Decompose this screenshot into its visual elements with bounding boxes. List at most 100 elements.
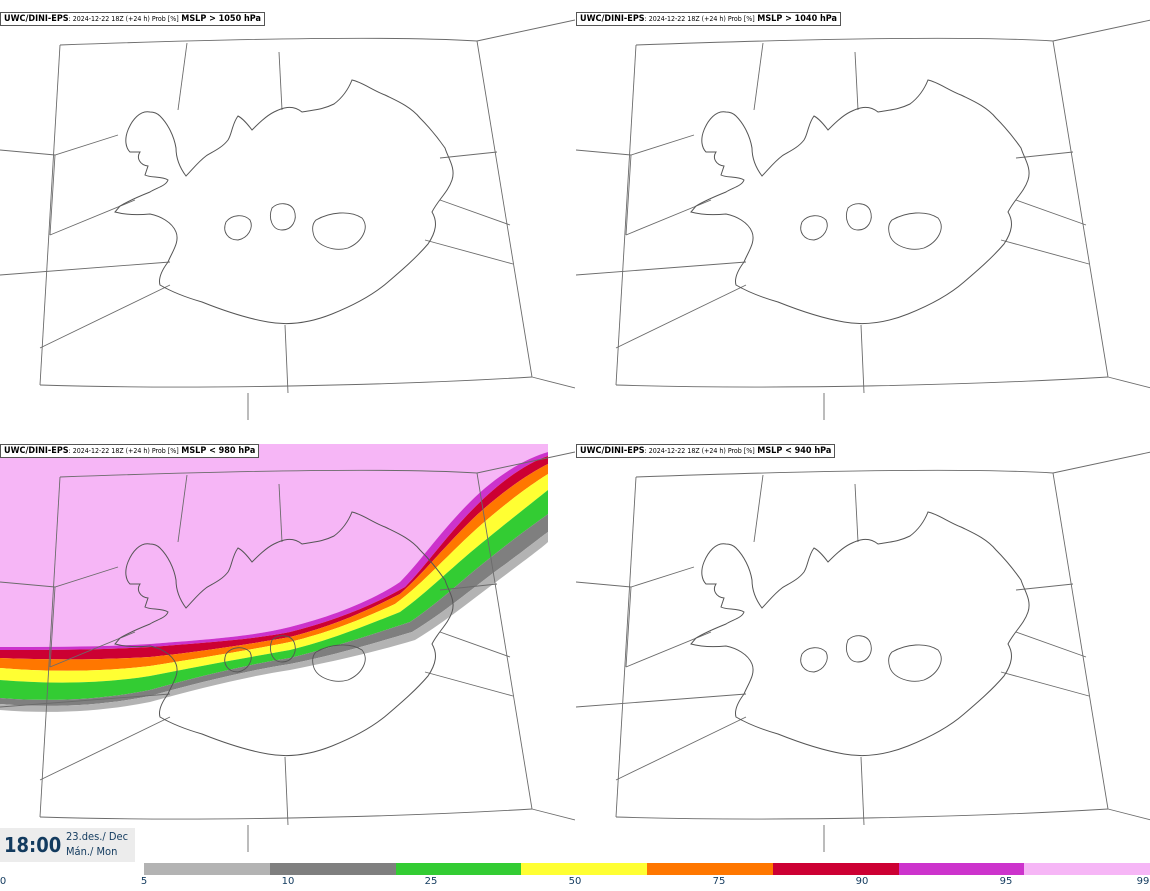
boundary-line	[476, 40, 533, 378]
map-canvas	[0, 444, 575, 852]
prob-band-50	[0, 474, 548, 683]
colorbar-tick-label: 10	[281, 876, 295, 887]
threshold-condition: MSLP > 1050 hPa	[181, 14, 261, 24]
colorbar-segment-1	[269, 863, 396, 875]
boundary-line	[1052, 19, 1150, 42]
colorbar-segment-6	[898, 863, 1025, 875]
map-panel-mslp-lt-940: UWC/DINI-EPS: 2024-12-22 18Z (+24 h) Pro…	[576, 432, 1150, 862]
boundary-line	[1107, 376, 1150, 389]
panel-title: UWC/DINI-EPS: 2024-12-22 18Z (+24 h) Pro…	[0, 12, 265, 26]
boundary-line	[531, 376, 575, 389]
forecast-meta: : 2024-12-22 18Z (+24 h) Prob [%]	[644, 447, 755, 455]
glacier-outline	[270, 203, 296, 231]
probability-colorbar	[144, 863, 1150, 875]
map-canvas	[576, 451, 1150, 852]
iceland-coastline	[114, 511, 454, 757]
prob-band-5	[0, 532, 548, 712]
map-canvas	[0, 19, 575, 420]
boundary-line	[39, 284, 171, 349]
iceland-coastline	[114, 79, 454, 325]
boundary-line	[1052, 472, 1109, 810]
panel-title: UWC/DINI-EPS: 2024-12-22 18Z (+24 h) Pro…	[576, 12, 841, 26]
glacier-outline	[800, 647, 828, 673]
boundary-line	[39, 44, 61, 386]
boundary-line	[576, 261, 747, 276]
colorbar-tick-label: 25	[424, 876, 438, 887]
boundary-line	[59, 469, 478, 478]
boundary-line	[439, 199, 511, 226]
boundary-line	[615, 808, 1109, 820]
boundary-line	[424, 239, 514, 265]
boundary-line	[0, 261, 171, 276]
boundary-line	[1015, 151, 1074, 159]
boundary-line	[278, 483, 283, 543]
boundary-line	[635, 469, 1054, 478]
colorbar-segment-3	[521, 863, 647, 875]
boundary-line	[0, 693, 171, 708]
glacier-outline	[224, 647, 252, 673]
glacier-outline	[846, 203, 872, 231]
colorbar-segment-4	[647, 863, 773, 875]
boundary-line	[860, 324, 865, 394]
boundary-line	[1107, 808, 1150, 821]
boundary-line	[1000, 671, 1090, 697]
boundary-line	[753, 474, 764, 543]
boundary-line	[1052, 40, 1109, 378]
boundary-line	[284, 324, 289, 394]
model-name: UWC/DINI-EPS	[580, 446, 645, 456]
boundary-line	[635, 37, 1054, 46]
boundary-line	[59, 37, 478, 46]
colorbar-tick-label: 99	[1136, 876, 1150, 887]
boundary-line	[625, 154, 632, 236]
valid-time-box: 18:00 23.des./ Dec Mán./ Mon	[0, 828, 135, 862]
model-name: UWC/DINI-EPS	[4, 446, 69, 456]
boundary-line	[576, 134, 695, 156]
boundary-line	[424, 671, 514, 697]
boundary-line	[753, 42, 764, 111]
boundary-line	[576, 693, 747, 708]
boundary-line	[625, 586, 632, 668]
glacier-outline	[888, 644, 942, 682]
map-panel-mslp-gt-1050: UWC/DINI-EPS: 2024-12-22 18Z (+24 h) Pro…	[0, 0, 575, 430]
colorbar-tick-label: 50	[568, 876, 582, 887]
colorbar-tick-label: 5	[140, 876, 148, 887]
glacier-outline	[800, 215, 828, 241]
valid-weekday: Mán./ Mon	[66, 845, 118, 858]
boundary-line	[439, 631, 511, 658]
glacier-outline	[888, 212, 942, 250]
valid-time: 18:00	[4, 833, 62, 857]
panel-title: UWC/DINI-EPS: 2024-12-22 18Z (+24 h) Pro…	[0, 444, 260, 458]
boundary-line	[854, 51, 859, 111]
boundary-line	[615, 476, 637, 818]
valid-date: 23.des./ Dec	[66, 830, 129, 843]
boundary-line	[439, 583, 498, 591]
forecast-meta: : 2024-12-22 18Z (+24 h) Prob [%]	[68, 15, 179, 23]
colorbar-tick-label: 0	[0, 876, 7, 887]
boundary-line	[49, 154, 56, 236]
boundary-line	[49, 586, 56, 668]
colorbar-tick-label: 90	[855, 876, 869, 887]
boundary-line	[177, 42, 188, 111]
boundary-line	[39, 808, 533, 820]
boundary-line	[476, 451, 575, 474]
boundary-line	[1000, 239, 1090, 265]
boundary-line	[615, 284, 747, 349]
colorbar-tick-label: 95	[999, 876, 1013, 887]
glacier-outline	[270, 635, 296, 663]
iceland-coastline	[690, 79, 1030, 325]
map-panel-mslp-gt-1040: UWC/DINI-EPS: 2024-12-22 18Z (+24 h) Pro…	[576, 0, 1150, 430]
map-canvas	[576, 19, 1150, 420]
forecast-meta: : 2024-12-22 18Z (+24 h) Prob [%]	[644, 15, 755, 23]
boundary-line	[1015, 631, 1087, 658]
boundary-line	[860, 756, 865, 826]
boundary-line	[278, 51, 283, 111]
glacier-outline	[312, 644, 366, 682]
glacier-outline	[224, 215, 252, 241]
boundary-line	[576, 566, 695, 588]
colorbar-segment-2	[395, 863, 522, 875]
boundary-line	[615, 376, 1109, 388]
boundary-line	[439, 151, 498, 159]
prob-band-10	[0, 514, 548, 706]
model-name: UWC/DINI-EPS	[4, 14, 69, 24]
boundary-line	[0, 134, 119, 156]
